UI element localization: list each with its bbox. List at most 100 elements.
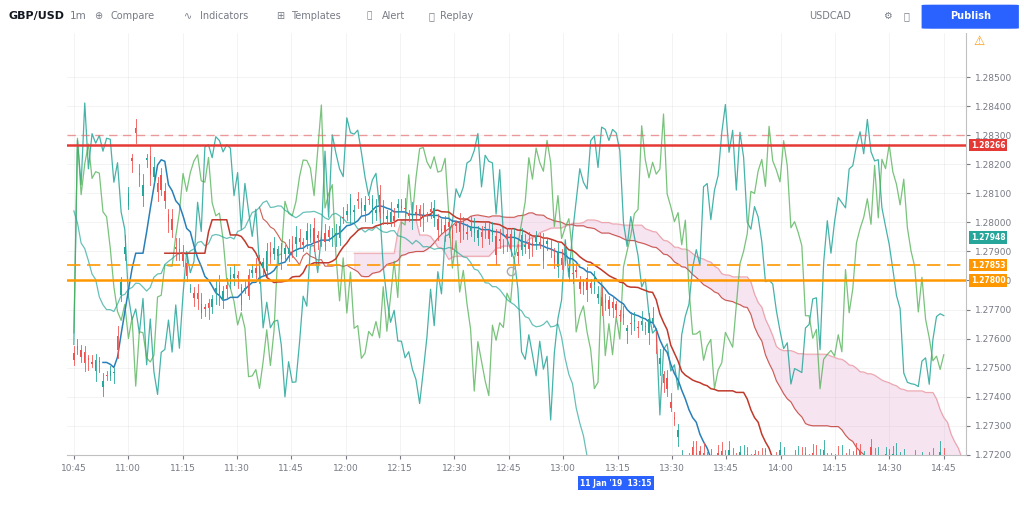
Text: 1.27800: 1.27800 (971, 276, 1006, 285)
Bar (554, 254, 555, 263)
Bar (561, 259, 562, 265)
Bar (925, 466, 927, 471)
Bar (849, 458, 850, 464)
Bar (674, 417, 675, 419)
Bar (328, 230, 330, 237)
Bar (779, 450, 780, 467)
Bar (269, 252, 271, 257)
Bar (375, 210, 377, 213)
Bar (430, 209, 431, 212)
Text: ⤢: ⤢ (903, 11, 909, 21)
Bar (379, 195, 380, 212)
Bar (412, 214, 413, 222)
Bar (816, 455, 817, 463)
Bar (452, 230, 454, 239)
Bar (517, 252, 518, 256)
Text: Replay: Replay (440, 11, 473, 21)
Bar (262, 262, 264, 268)
Text: Compare: Compare (111, 11, 155, 21)
Bar (812, 453, 813, 465)
Bar (288, 248, 290, 254)
Bar (237, 275, 239, 278)
Bar (735, 464, 737, 467)
Bar (342, 216, 344, 218)
Bar (906, 469, 908, 471)
Bar (859, 451, 861, 463)
Bar (929, 463, 930, 469)
Bar (197, 293, 199, 299)
Bar (568, 268, 569, 272)
Bar (292, 244, 293, 249)
Bar (339, 226, 340, 237)
Bar (189, 288, 191, 289)
Bar (597, 293, 599, 298)
Bar (98, 361, 100, 362)
Bar (157, 182, 159, 192)
Bar (670, 401, 672, 408)
Bar (117, 336, 118, 350)
Bar (226, 285, 227, 289)
Bar (688, 457, 690, 458)
Bar (488, 230, 489, 239)
Bar (186, 263, 187, 276)
Bar (728, 450, 730, 461)
Text: ∿: ∿ (184, 11, 193, 21)
Text: Publish: Publish (950, 11, 991, 21)
Bar (623, 314, 625, 318)
Bar (702, 453, 705, 456)
Bar (604, 300, 606, 303)
Text: 1m: 1m (70, 11, 86, 21)
Text: ⊕: ⊕ (94, 11, 102, 21)
Bar (710, 456, 712, 462)
Bar (826, 458, 828, 460)
Bar (357, 198, 358, 201)
Bar (718, 453, 719, 455)
Bar (91, 362, 93, 363)
Bar (368, 199, 370, 200)
Bar (131, 158, 133, 161)
Bar (259, 264, 260, 273)
Bar (841, 456, 843, 463)
Bar (863, 457, 864, 460)
Bar (758, 460, 759, 462)
Bar (707, 457, 708, 470)
Bar (138, 173, 140, 175)
Bar (124, 247, 126, 254)
Bar (798, 455, 799, 463)
Bar (473, 229, 475, 233)
Bar (77, 346, 78, 351)
Bar (823, 450, 824, 469)
Bar (477, 230, 478, 237)
Bar (536, 236, 537, 242)
Bar (255, 267, 257, 273)
Bar (266, 251, 267, 270)
Bar (765, 450, 766, 452)
Text: USDCAD: USDCAD (809, 11, 851, 21)
Bar (102, 381, 103, 387)
Bar (922, 455, 923, 468)
Bar (510, 234, 511, 249)
Text: ⊞: ⊞ (276, 11, 285, 21)
Bar (426, 214, 428, 216)
Bar (219, 285, 220, 295)
Bar (204, 307, 206, 309)
Bar (866, 462, 868, 470)
Bar (746, 454, 748, 455)
Bar (110, 371, 111, 376)
Text: tradingfields.com: tradingfields.com (456, 476, 577, 490)
Bar (903, 458, 904, 461)
Bar (641, 321, 642, 325)
Bar (121, 282, 122, 295)
Text: 11 Jan '19  13:15: 11 Jan '19 13:15 (581, 479, 652, 488)
Bar (171, 219, 173, 230)
Text: 1.27948: 1.27948 (971, 233, 1006, 242)
Bar (667, 378, 668, 390)
Bar (321, 237, 323, 241)
Text: Templates: Templates (291, 11, 341, 21)
Bar (721, 451, 723, 464)
Bar (571, 272, 573, 274)
Bar (105, 375, 108, 376)
Bar (918, 463, 920, 468)
Bar (681, 456, 682, 458)
Bar (408, 213, 410, 216)
